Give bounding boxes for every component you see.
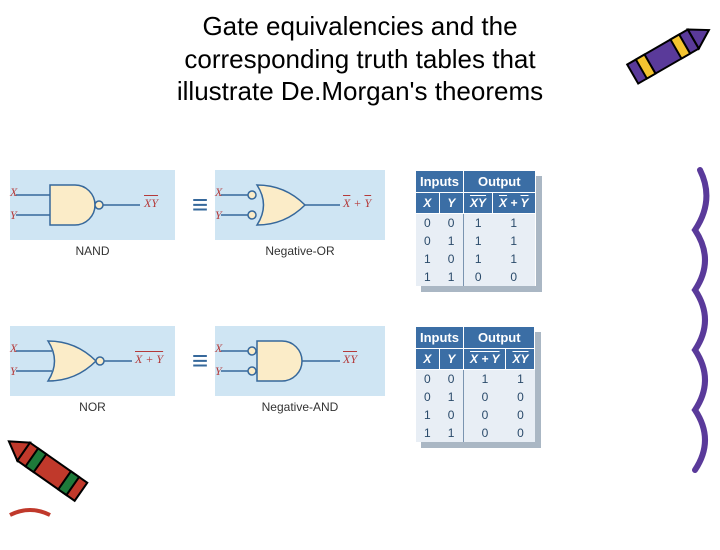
gate-caption: Negative-AND [215,400,385,414]
table-cell: 1 [416,250,440,268]
gate-input-a: X [10,341,17,356]
gate-input-a: X [215,185,222,200]
table-cell: 1 [416,406,440,424]
gate-output: X + Y [343,196,371,211]
table-body: 0011011110111100 [416,214,536,287]
title-line3: illustrate De.Morgan's theorems [177,76,543,106]
table-cell: 0 [506,424,535,442]
equivalence-row-2: X Y X + Y NOR ≡ X Y XY Negative-AND [0,326,720,442]
table-cell: 0 [464,388,506,406]
table-cell: 0 [416,214,440,233]
table-cell: 0 [416,388,440,406]
crayon-icon [610,15,720,105]
table-row: 0100 [416,388,535,406]
gate-nand: X Y XY NAND [10,170,175,240]
table-row: 1000 [416,406,535,424]
table-cell: 1 [464,370,506,389]
table-cell: 1 [439,232,463,250]
truth-table-2: Inputs Output X Y X + Y XY 0011010010001… [415,326,535,442]
gate-output: XY [343,352,357,367]
table-cell: 1 [464,214,493,233]
table-cell: 0 [439,370,463,389]
negative-and-gate-svg [215,326,385,396]
table-cell: 0 [416,232,440,250]
title-line1: Gate equivalencies and the [202,11,517,41]
table-cell: 0 [506,406,535,424]
table-cell: 0 [464,424,506,442]
table-cell: 0 [416,370,440,389]
th-output: Output [464,327,535,349]
truth-table: Inputs Output X Y XY X + Y 0011011110111… [415,170,536,286]
table-cell: 0 [439,214,463,233]
gate-input-b: Y [10,208,17,223]
table-cell: 1 [464,232,493,250]
gate-nor: X Y X + Y NOR [10,326,175,396]
table-cell: 1 [439,424,463,442]
table-cell: 0 [464,268,493,286]
table-row: 1100 [416,424,535,442]
table-row: 1100 [416,268,536,286]
equiv-symbol: ≡ [185,326,215,396]
table-cell: 1 [439,268,463,286]
table-row: 0011 [416,370,535,389]
th-d: X + Y [493,193,536,214]
th-output: Output [464,171,536,193]
content-area: X Y XY NAND ≡ X Y X + Y Negative-OR [0,170,720,482]
th-d: XY [506,349,535,370]
gate-input-a: X [10,185,17,200]
gate-caption: NAND [10,244,175,258]
equiv-symbol: ≡ [185,170,215,240]
table-body: 0011010010001100 [416,370,535,443]
table-row: 0111 [416,232,536,250]
gate-input-b: Y [215,364,222,379]
gate-input-a: X [215,341,222,356]
table-cell: 0 [464,406,506,424]
th-y: Y [439,349,463,370]
gate-caption: Negative-OR [215,244,385,258]
truth-table-1: Inputs Output X Y XY X + Y 0011011110111… [415,170,536,286]
table-cell: 1 [493,250,536,268]
page-title: Gate equivalencies and the corresponding… [30,10,690,108]
table-cell: 1 [506,370,535,389]
gate-input-b: Y [215,208,222,223]
table-cell: 0 [506,388,535,406]
gate-input-b: Y [10,364,17,379]
table-cell: 0 [493,268,536,286]
gate-output: XY [144,196,158,211]
th-c: XY [464,193,493,214]
title-line2: corresponding truth tables that [184,44,535,74]
gate-caption: NOR [10,400,175,414]
table-row: 1011 [416,250,536,268]
table-cell: 1 [464,250,493,268]
truth-table: Inputs Output X Y X + Y XY 0011010010001… [415,326,535,442]
table-cell: 1 [416,268,440,286]
th-x: X [416,349,440,370]
th-inputs: Inputs [416,171,464,193]
table-cell: 1 [493,232,536,250]
th-x: X [416,193,440,214]
gate-negative-or: X Y X + Y Negative-OR [215,170,385,240]
table-cell: 1 [439,388,463,406]
gate-negative-and: X Y XY Negative-AND [215,326,385,396]
table-cell: 0 [439,250,463,268]
gate-output: X + Y [135,352,163,367]
th-inputs: Inputs [416,327,464,349]
table-cell: 1 [416,424,440,442]
th-c: X + Y [464,349,506,370]
table-cell: 0 [439,406,463,424]
th-y: Y [439,193,463,214]
table-cell: 1 [493,214,536,233]
equivalence-row-1: X Y XY NAND ≡ X Y X + Y Negative-OR [0,170,720,286]
table-row: 0011 [416,214,536,233]
